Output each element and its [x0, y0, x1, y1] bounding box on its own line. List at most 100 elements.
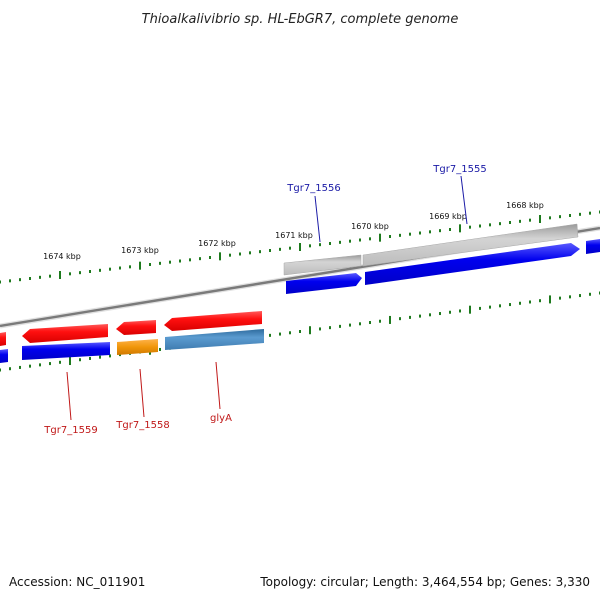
scale-minor-tick — [409, 315, 411, 319]
gene-feature-glya[interactable] — [164, 311, 262, 331]
cds-arrow-next[interactable] — [586, 239, 600, 254]
scale-minor-tick — [49, 274, 51, 278]
kbp-label: 1673 kbp — [121, 246, 159, 255]
scale-major-tick — [459, 224, 461, 233]
scale-minor-tick — [259, 250, 261, 254]
scale-minor-tick — [439, 229, 441, 233]
scale-minor-tick — [279, 332, 281, 336]
cds-bar-tgr7-1559[interactable] — [22, 342, 110, 360]
scale-minor-tick — [79, 271, 81, 275]
scale-minor-tick — [169, 260, 171, 264]
scale-minor-tick — [589, 292, 591, 296]
gene-label-tgr7-1556[interactable]: Tgr7_1556 — [286, 183, 340, 194]
scale-minor-tick — [529, 218, 531, 222]
gene-label-tgr7-1558[interactable]: Tgr7_1558 — [115, 420, 169, 431]
cds-arrow-tgr7-1556[interactable] — [286, 273, 362, 294]
scale-minor-tick — [109, 267, 111, 271]
scale-major-tick — [69, 357, 71, 366]
cds-bar-left-edge[interactable] — [0, 349, 8, 363]
scale-minor-tick — [209, 256, 211, 259]
scale-major-tick — [299, 243, 301, 251]
scale-minor-tick — [249, 251, 251, 255]
scale-minor-tick — [519, 219, 521, 223]
scale-minor-tick — [419, 231, 421, 235]
top-scale-ruler — [0, 210, 600, 284]
gene-feature-tgr7-1559[interactable] — [22, 324, 108, 343]
scale-minor-tick — [29, 364, 31, 368]
scale-minor-tick — [569, 295, 571, 299]
scale-minor-tick — [119, 266, 121, 270]
kbp-label: 1672 kbp — [198, 239, 236, 248]
scale-minor-tick — [149, 263, 151, 266]
scale-minor-tick — [309, 244, 311, 248]
scale-minor-tick — [489, 305, 491, 309]
gene-feature-left-edge[interactable] — [0, 332, 6, 346]
scale-minor-tick — [449, 310, 451, 314]
scale-minor-tick — [19, 365, 21, 369]
scale-minor-tick — [329, 326, 331, 330]
scale-minor-tick — [399, 233, 401, 237]
accession-text: Accession: NC_011901 — [9, 575, 145, 589]
cds-bar-glya[interactable] — [165, 329, 264, 350]
scale-minor-tick — [429, 230, 431, 234]
scale-minor-tick — [59, 360, 61, 364]
scale-minor-tick — [519, 301, 521, 305]
cds-arrow-tgr7-1555[interactable] — [365, 243, 580, 285]
scale-minor-tick — [89, 356, 91, 360]
scale-major-tick — [379, 233, 381, 242]
scale-minor-tick — [439, 312, 441, 316]
scale-minor-tick — [39, 363, 41, 367]
scale-minor-tick — [569, 214, 571, 217]
gene-label-glya[interactable]: glyA — [210, 413, 232, 424]
scale-minor-tick — [159, 261, 161, 265]
scale-minor-tick — [329, 242, 331, 245]
scale-minor-tick — [229, 253, 231, 257]
scale-minor-tick — [19, 278, 21, 282]
genome-info-text: Topology: circular; Length: 3,464,554 bp… — [259, 575, 590, 589]
gene-feature-tgr7-1558[interactable] — [116, 320, 156, 335]
scale-minor-tick — [319, 243, 321, 247]
scale-minor-tick — [39, 275, 41, 279]
cds-bar-tgr7-1558[interactable] — [117, 339, 158, 355]
scale-minor-tick — [339, 240, 341, 244]
forward-track — [283, 223, 600, 294]
scale-minor-tick — [269, 333, 271, 337]
scale-minor-tick — [579, 294, 581, 298]
scale-minor-tick — [99, 355, 101, 359]
scale-minor-tick — [369, 237, 371, 241]
scale-minor-tick — [509, 303, 511, 307]
gene-feature-tgr7-1556[interactable] — [283, 254, 362, 276]
scale-minor-tick — [579, 212, 581, 216]
scale-minor-tick — [529, 300, 531, 304]
scale-minor-tick — [319, 327, 321, 331]
scale-minor-tick — [269, 249, 271, 252]
scale-minor-tick — [289, 246, 291, 250]
scale-minor-tick — [129, 265, 131, 269]
reverse-track — [0, 311, 264, 363]
scale-minor-tick — [559, 296, 561, 300]
gene-label-tgr7-1555[interactable]: Tgr7_1555 — [432, 164, 486, 175]
scale-minor-tick — [359, 238, 361, 242]
scale-minor-tick — [109, 354, 111, 358]
gene-label-tgr7-1559[interactable]: Tgr7_1559 — [43, 425, 97, 436]
scale-minor-tick — [29, 277, 31, 280]
scale-minor-tick — [199, 257, 201, 261]
scale-major-tick — [539, 215, 541, 223]
scale-minor-tick — [549, 216, 551, 220]
scale-major-tick — [469, 305, 471, 314]
scale-minor-tick — [489, 223, 491, 227]
scale-minor-tick — [449, 228, 451, 231]
scale-major-tick — [219, 252, 221, 261]
scale-minor-tick — [469, 225, 471, 229]
scale-minor-tick — [69, 272, 71, 276]
scale-minor-tick — [79, 358, 81, 362]
genome-title: Thioalkalivibrio sp. HL-EbGR7, complete … — [142, 12, 459, 27]
scale-minor-tick — [509, 221, 511, 224]
label-leaders — [66, 175, 468, 421]
gene-feature-tgr7-1555[interactable] — [362, 223, 579, 267]
scale-major-tick — [549, 295, 551, 304]
scale-minor-tick — [589, 211, 591, 215]
scale-minor-tick — [349, 239, 351, 243]
kbp-label: 1670 kbp — [351, 222, 389, 231]
